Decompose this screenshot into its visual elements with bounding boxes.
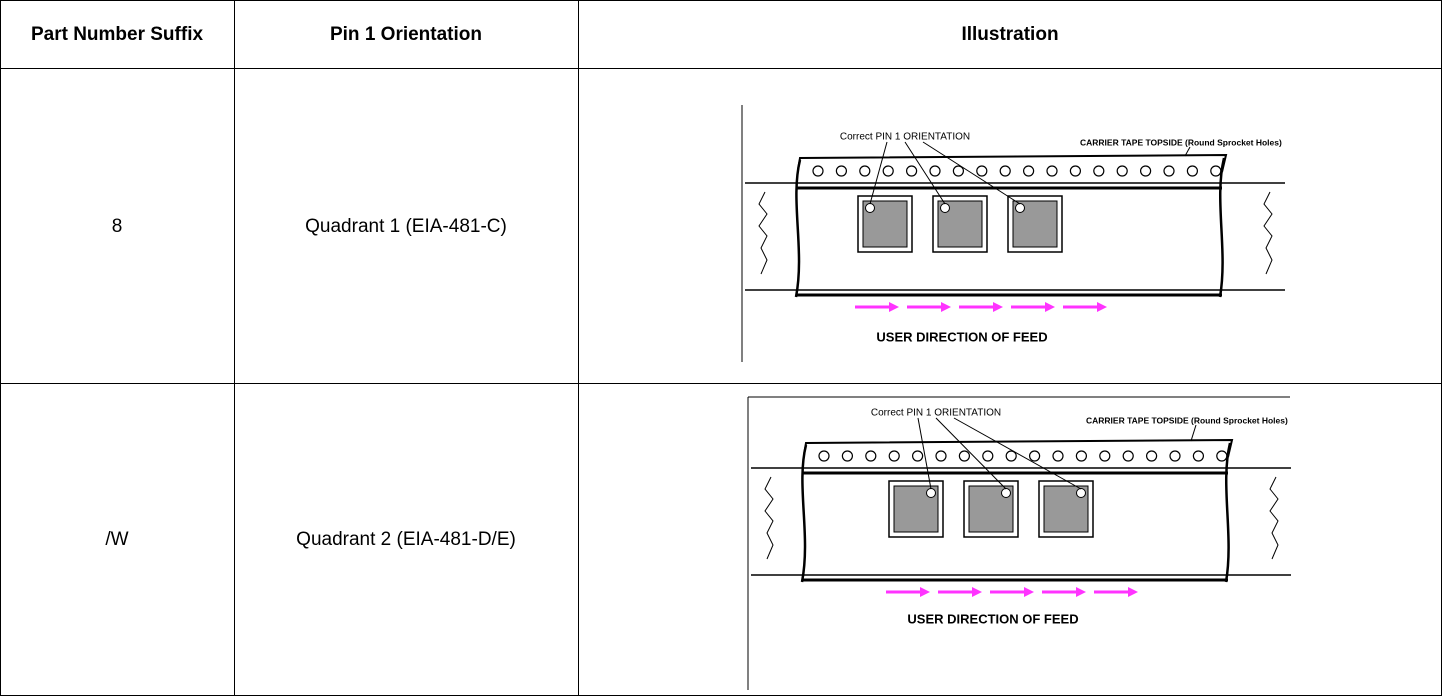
sprocket-hole	[1192, 450, 1205, 462]
tape-edge	[1218, 157, 1226, 298]
feed-label: USER DIRECTION OF FEED	[876, 329, 1047, 344]
sprocket-hole	[1169, 450, 1181, 462]
leader-line	[922, 141, 1021, 205]
feed-arrowhead	[889, 302, 899, 312]
feed-arrowhead	[920, 587, 930, 597]
sprocket-hole	[1052, 450, 1064, 462]
feed-arrowhead	[1128, 587, 1138, 597]
feed-arrowhead	[1097, 302, 1107, 312]
tape-edge	[800, 444, 808, 583]
leader-line	[869, 141, 888, 205]
feed-arrowhead	[993, 302, 1003, 312]
suffix-cell: 8	[112, 216, 123, 237]
orientation-cell: Quadrant 1 (EIA-481-C)	[305, 216, 507, 237]
break-mark	[764, 476, 774, 560]
header-cell: Pin 1 Orientation	[330, 24, 482, 45]
sprocket-hole	[952, 165, 965, 177]
sprocket-hole	[1069, 165, 1082, 177]
sprocket-hole	[1216, 450, 1228, 462]
pin-label: Correct PIN 1 ORIENTATION	[871, 408, 1001, 419]
sprocket-hole	[929, 165, 941, 177]
sprocket-hole	[865, 450, 877, 462]
pin-dot	[865, 203, 875, 213]
sprocket-hole	[859, 165, 871, 177]
sprocket-hole	[982, 450, 994, 462]
tape-edge	[794, 159, 802, 298]
sprocket-hole	[905, 165, 918, 177]
sprocket-hole	[1210, 165, 1222, 177]
pin-dot	[1076, 488, 1086, 498]
sprocket-hole	[1075, 450, 1088, 462]
header-cell: Illustration	[961, 24, 1058, 45]
sprocket-hole	[1005, 450, 1017, 462]
leader-line	[953, 417, 1082, 490]
sprocket-hole	[818, 450, 830, 462]
sprocket-hole	[958, 450, 971, 462]
feed-arrowhead	[972, 587, 982, 597]
tape-label: CARRIER TAPE TOPSIDE (Round Sprocket Hol…	[1086, 415, 1288, 425]
feed-arrowhead	[1076, 587, 1086, 597]
pin-dot	[940, 203, 950, 213]
sprocket-hole	[1028, 450, 1041, 462]
illustration: Correct PIN 1 ORIENTATION CARRIER TAPE TO…	[747, 396, 1291, 690]
tape-top	[803, 438, 1234, 458]
sprocket-hole	[1122, 450, 1134, 462]
pin-label: Correct PIN 1 ORIENTATION	[840, 132, 970, 143]
pin-dot	[926, 488, 936, 498]
sprocket-hole	[1186, 165, 1199, 177]
sprocket-hole	[1093, 165, 1105, 177]
sprocket-hole	[911, 450, 924, 462]
break-mark	[1269, 476, 1279, 560]
sprocket-hole	[999, 165, 1011, 177]
break-mark	[758, 191, 768, 275]
pin-dot	[1001, 488, 1011, 498]
tape-edge	[1224, 442, 1232, 583]
tape-label: CARRIER TAPE TOPSIDE (Round Sprocket Hol…	[1080, 137, 1282, 147]
sprocket-hole	[1046, 165, 1058, 177]
feed-arrowhead	[941, 302, 951, 312]
illustration: Correct PIN 1 ORIENTATION CARRIER TAPE TO…	[741, 105, 1285, 362]
sprocket-hole	[1099, 450, 1111, 462]
sprocket-hole	[1022, 165, 1035, 177]
leader-line	[1184, 146, 1191, 157]
leader-line	[935, 417, 1007, 490]
feed-label: USER DIRECTION OF FEED	[907, 611, 1078, 626]
sprocket-hole	[1163, 165, 1175, 177]
sprocket-hole	[1145, 450, 1158, 462]
orientation-cell: Quadrant 2 (EIA-481-D/E)	[296, 529, 516, 550]
sprocket-hole	[976, 165, 988, 177]
leader-line	[917, 417, 932, 490]
sprocket-hole	[835, 165, 848, 177]
sprocket-hole	[1139, 165, 1152, 177]
pin-dot	[1015, 203, 1025, 213]
feed-arrowhead	[1024, 587, 1034, 597]
sprocket-hole	[935, 450, 947, 462]
leader-line	[904, 141, 946, 205]
break-mark	[1263, 191, 1273, 275]
header-cell: Part Number Suffix	[31, 24, 204, 45]
sprocket-hole	[1116, 165, 1128, 177]
sprocket-hole	[882, 165, 894, 177]
sprocket-hole	[841, 450, 854, 462]
sprocket-hole	[812, 165, 824, 177]
suffix-cell: /W	[105, 529, 128, 550]
feed-arrowhead	[1045, 302, 1055, 312]
tape-top	[797, 153, 1228, 173]
leader-line	[1190, 424, 1197, 442]
sprocket-hole	[888, 450, 900, 462]
